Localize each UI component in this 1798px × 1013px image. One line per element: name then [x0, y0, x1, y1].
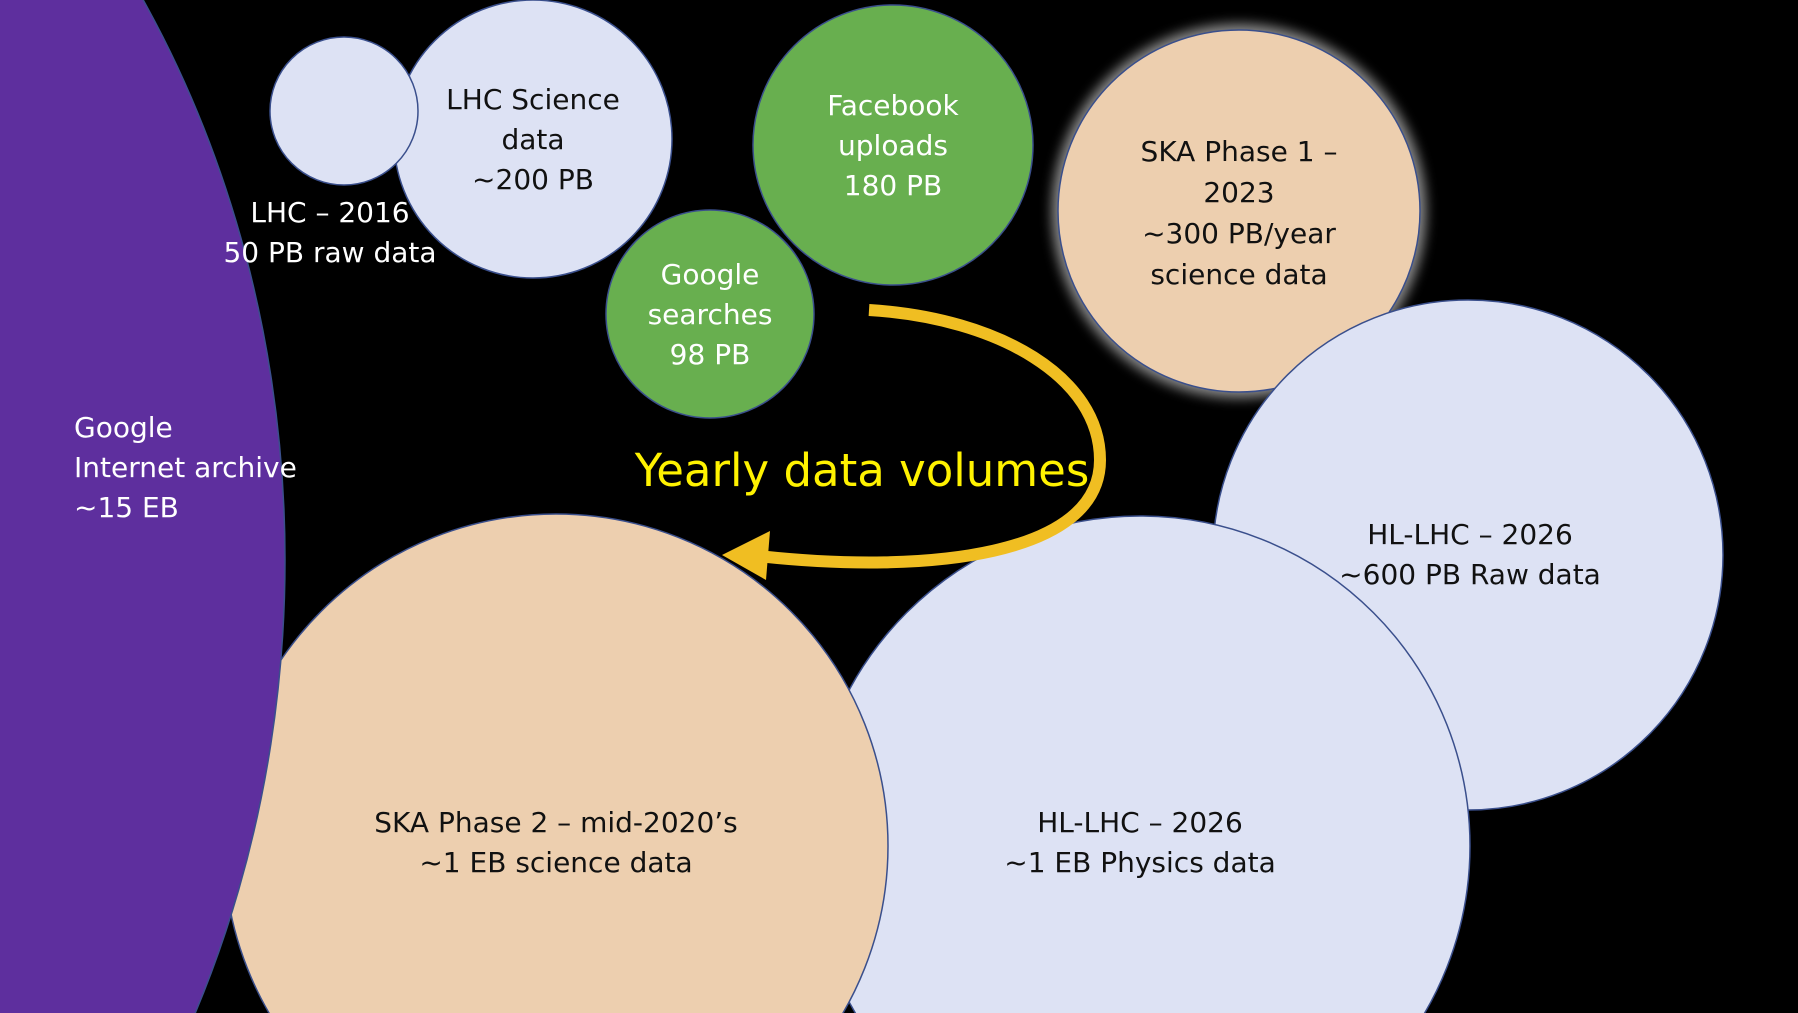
bubble-label-ska-phase-1: SKA Phase 1 – 2023 ~300 PB/year science dat…: [1141, 131, 1338, 295]
bubble-label-line: ~300 PB/year: [1142, 217, 1336, 250]
bubble-label-line: Internet archive: [74, 451, 297, 484]
bubble-label-google-internet-archive: Google Internet archive ~15 EB: [74, 408, 297, 528]
bubble-ska-phase-2: [223, 513, 889, 1013]
bubble-label-line: ~200 PB: [472, 163, 594, 196]
bubble-label-line: Google: [74, 411, 173, 444]
bubble-label-line: 50 PB raw data: [223, 236, 437, 269]
bubble-label-line: SKA Phase 1 –: [1140, 135, 1338, 168]
bubble-label-line: SKA Phase 2 – mid-2020’s: [374, 806, 738, 839]
bubble-label-line: uploads: [838, 129, 948, 162]
bubble-ska-phase-1: [1057, 29, 1421, 393]
bubble-lhc-2016: [269, 36, 419, 186]
bubble-label-line: HL-LHC – 2026: [1367, 518, 1573, 551]
bubble-label-line: Google: [660, 258, 760, 291]
bubble-label-line: 180 PB: [843, 169, 943, 202]
bubble-label-line: searches: [647, 298, 773, 331]
cycle-arrow-head-icon: [722, 531, 770, 580]
bubble-label-line: ~600 PB Raw data: [1339, 558, 1601, 591]
bubble-google-internet-archive: [0, 0, 286, 1013]
bubble-label-line: ~1 EB science data: [419, 846, 693, 879]
bubble-label-lhc-science: LHC Science data ~200 PB: [446, 80, 620, 200]
bubble-label-facebook-uploads: Facebook uploads 180 PB: [827, 86, 959, 206]
bubble-label-line: 2023: [1203, 176, 1275, 209]
bubble-label-line: science data: [1150, 258, 1328, 291]
bubble-facebook-uploads: [752, 4, 1034, 286]
bubble-label-line: 98 PB: [669, 338, 751, 371]
bubble-label-line: HL-LHC – 2026: [1037, 806, 1243, 839]
slide-title: Yearly data volumes: [634, 444, 1090, 497]
bubble-google-searches: [605, 209, 815, 419]
bubble-label-hl-lhc-raw: HL-LHC – 2026 ~600 PB Raw data: [1339, 515, 1601, 595]
bubble-label-ska-phase-2: SKA Phase 2 – mid-2020’s ~1 EB science da…: [374, 803, 738, 883]
bubble-label-hl-lhc-physics: HL-LHC – 2026 ~1 EB Physics data: [1004, 803, 1276, 883]
bubble-label-lhc-2016: LHC – 2016 50 PB raw data: [223, 193, 436, 273]
bubble-label-line: LHC Science: [446, 83, 620, 116]
bubble-label-line: LHC – 2016: [250, 196, 410, 229]
cycle-arrow-shaft: [757, 304, 1107, 569]
bubble-label-line: ~1 EB Physics data: [1004, 846, 1276, 879]
bubble-label-line: Facebook: [827, 89, 959, 122]
bubble-label-line: ~15 EB: [74, 491, 179, 524]
bubble-label-google-searches: Google searches 98 PB: [648, 255, 773, 375]
bubble-label-line: data: [501, 123, 565, 156]
